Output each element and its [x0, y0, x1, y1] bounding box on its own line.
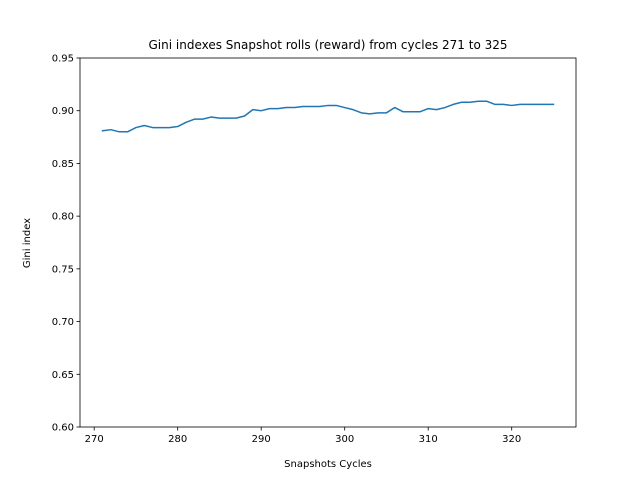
x-tick-label: 280 [168, 434, 187, 445]
x-tick-label: 300 [335, 434, 354, 445]
x-tick-label: 320 [502, 434, 521, 445]
y-tick-label: 0.80 [52, 212, 74, 223]
y-tick-label: 0.95 [52, 54, 74, 65]
x-tick-label: 310 [419, 434, 438, 445]
y-tick-label: 0.85 [52, 159, 74, 170]
x-axis-label: Snapshots Cycles [284, 459, 372, 470]
y-axis-label: Gini index [22, 218, 33, 268]
axes-frame [79, 57, 577, 428]
x-tick-label: 270 [85, 434, 104, 445]
y-tick-label: 0.75 [52, 264, 74, 275]
plot-area: 270 280 290 300 310 320 0.60 0.65 0.70 0.75 0.80 0.… [52, 54, 577, 445]
y-tick-label: 0.90 [52, 106, 74, 117]
x-tick-label: 290 [252, 434, 271, 445]
chart-title: Gini indexes Snapshot rolls (reward) fro… [149, 38, 508, 52]
series-line [101, 100, 555, 133]
y-tick-label: 0.70 [52, 317, 74, 328]
y-tick-label: 0.65 [52, 370, 74, 381]
y-tick-label: 0.60 [52, 423, 74, 434]
